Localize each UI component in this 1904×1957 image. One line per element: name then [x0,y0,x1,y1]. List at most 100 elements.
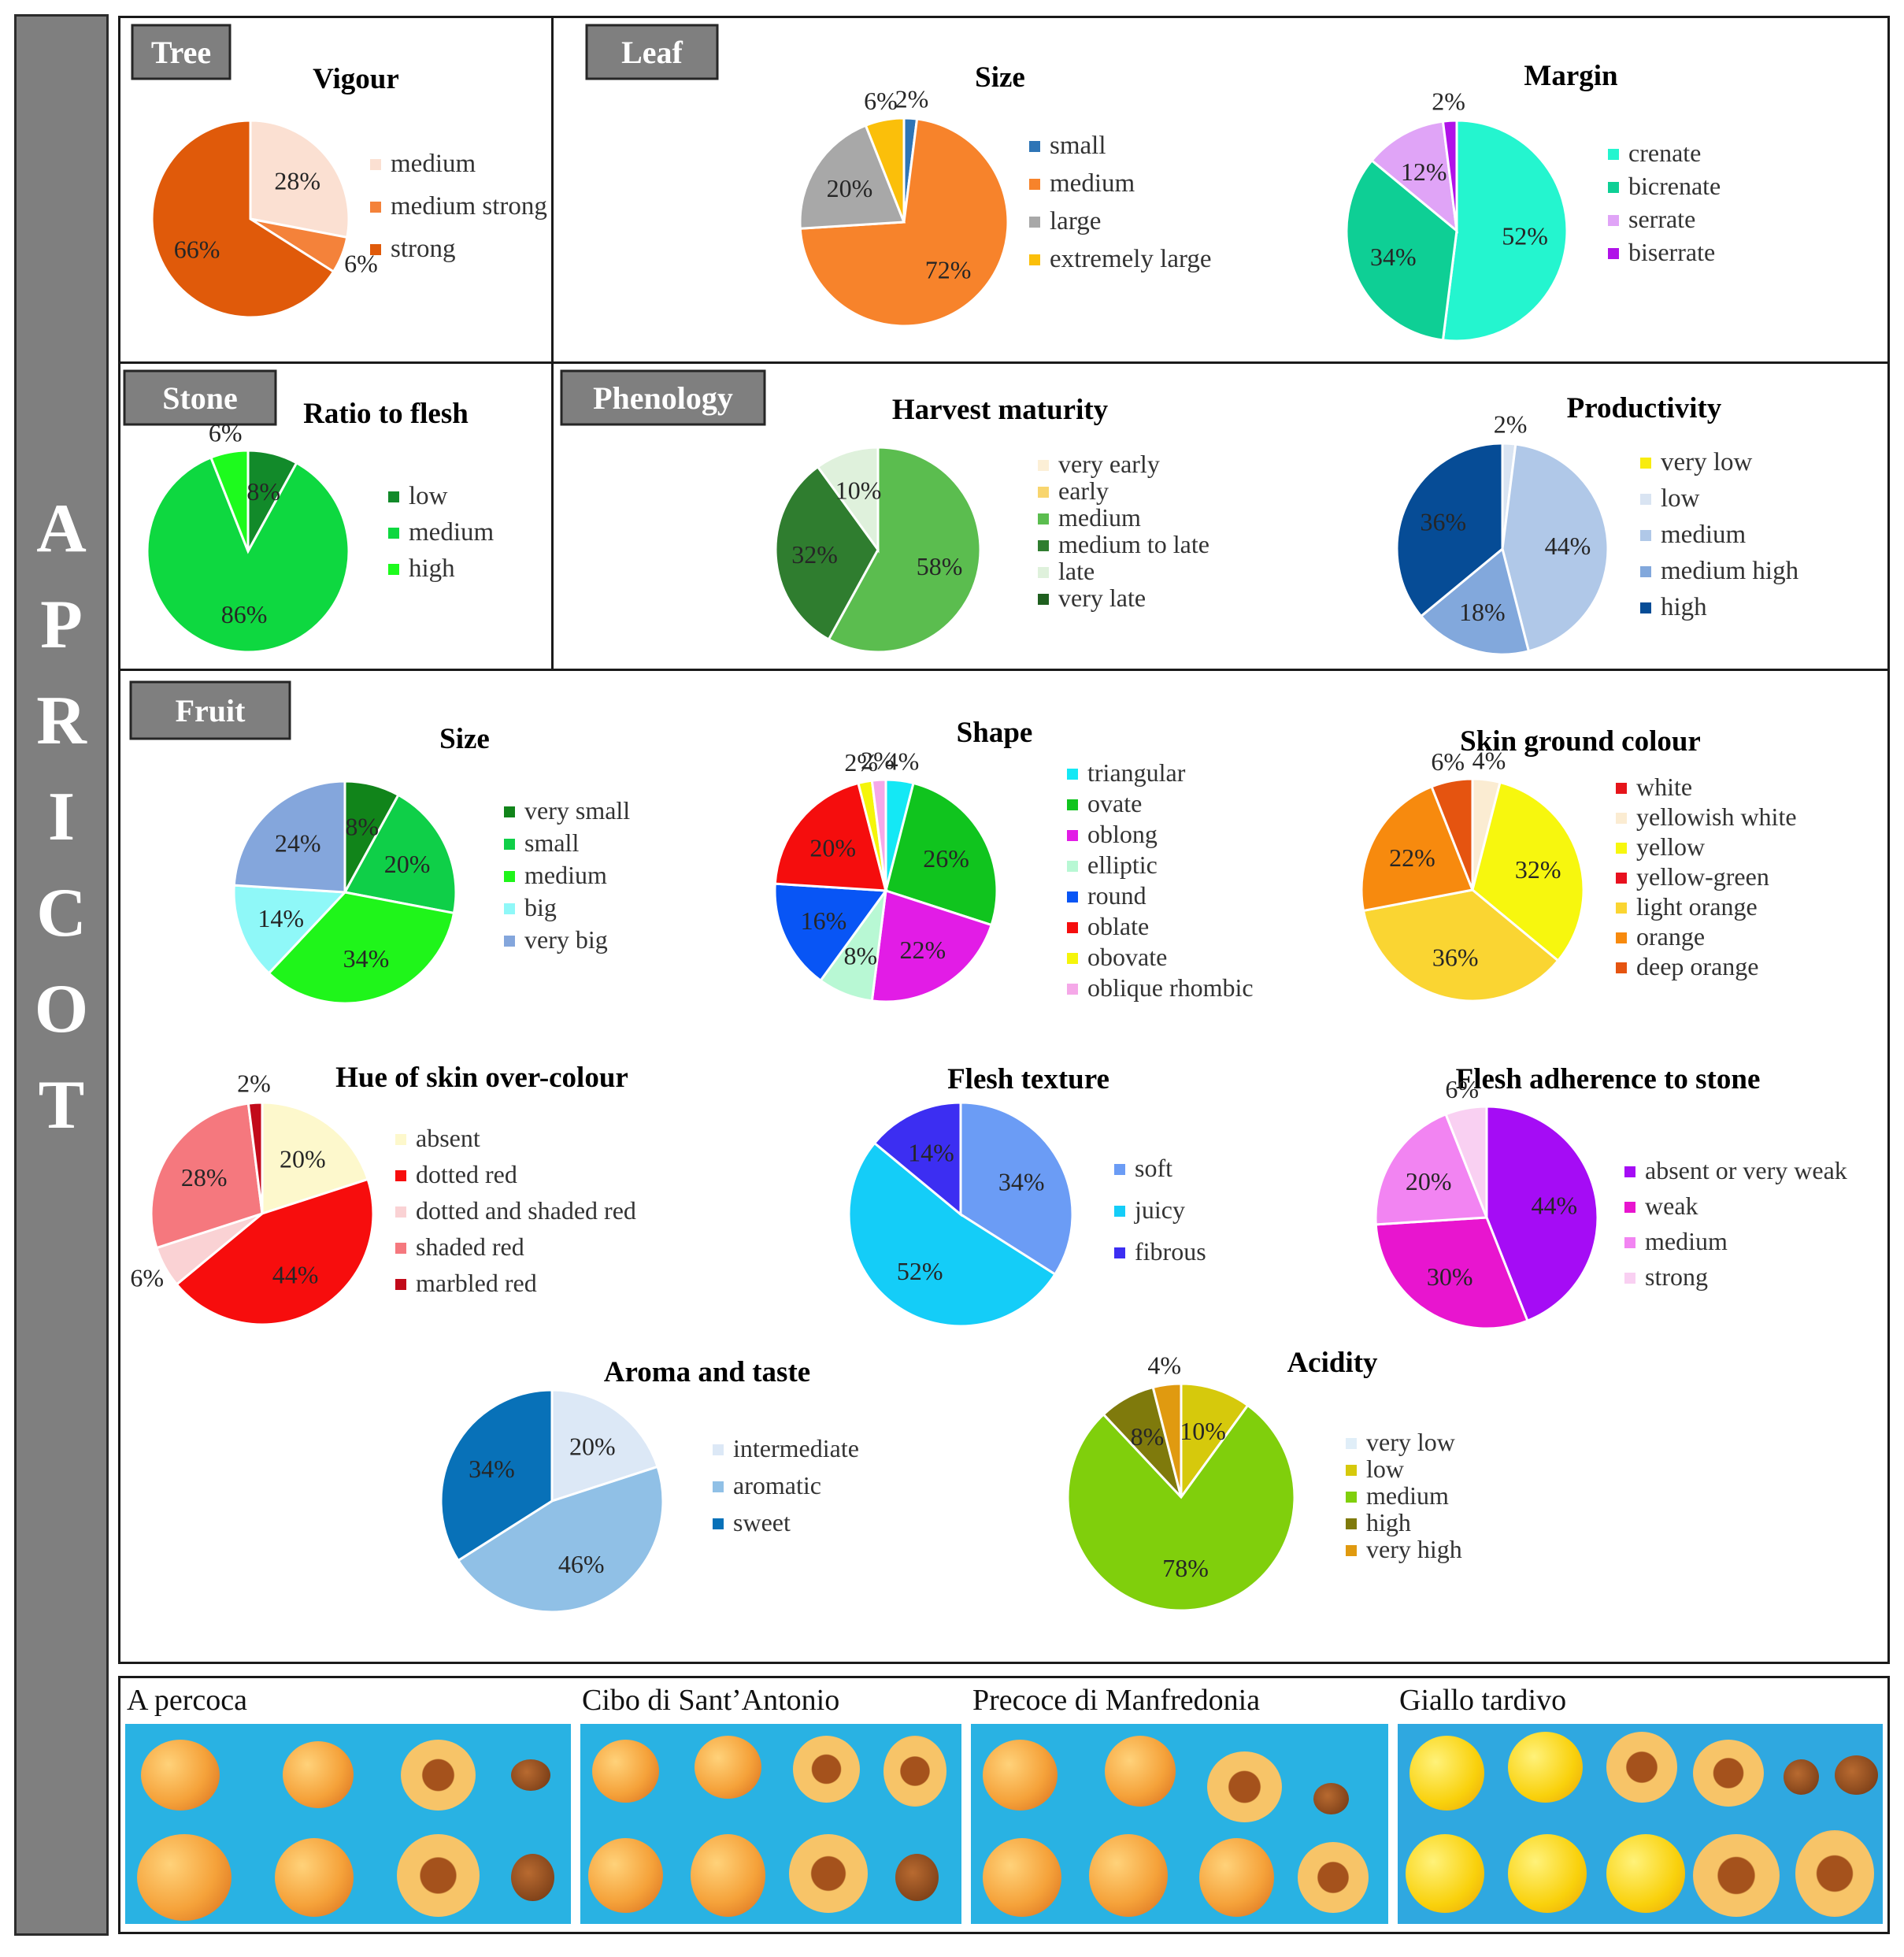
adherence-slice-weak [1374,1216,1529,1330]
shape-data-label: 2% [861,746,895,774]
leaf_size-legend-swatch [1029,254,1040,265]
flesh_texture-data-label: 34% [998,1168,1045,1196]
adherence-legend-swatch [1624,1166,1635,1177]
cultivar-photo [1398,1724,1883,1924]
title-letter: R [36,683,87,759]
aroma-legend-label: aromatic [733,1471,821,1499]
aroma-data-label: 46% [558,1550,605,1578]
fruit_size-title: Size [439,723,490,755]
leaf_margin-legend-label: bicrenate [1628,172,1721,200]
productivity-legend-label: medium [1661,521,1746,549]
cultivar-name: Cibo di Sant’Antonio [582,1684,840,1717]
hue_over-slice-marbled-red [246,1101,264,1214]
shape-legend-label: ovate [1087,789,1142,817]
aroma-legend-swatch [713,1481,724,1492]
skin_ground-legend-swatch [1616,783,1627,794]
hue_over-slice-absent [261,1101,369,1216]
leaf_size-legend-swatch [1029,141,1040,152]
cultivar-precoce-di-manfredonia: Precoce di Manfredonia [966,1678,1393,1933]
cultivar-name: A percoca [127,1684,247,1717]
shape-slice-ovate [884,781,998,927]
shape-title: Shape [957,717,1033,749]
stone_ratio-legend-swatch [388,528,399,539]
shape-pie [773,778,998,1003]
adherence-slice-absent-or-very-weak [1485,1105,1599,1323]
fruit_size-pie [232,780,457,1005]
stone_ratio-legend-swatch [388,491,399,502]
adherence-data-label: 44% [1532,1192,1578,1220]
vigour-legend-label: medium [391,150,476,178]
leaf_size-legend-label: large [1050,207,1101,235]
adherence-slice-strong [1444,1105,1488,1218]
productivity-pie [1395,442,1610,656]
cultivar-photo [580,1724,961,1924]
productivity-legend-swatch [1640,458,1651,469]
shape-slice-round [773,882,888,983]
harvest-slice-medium [827,446,982,654]
leaf_margin-legend-swatch [1608,149,1619,160]
harvest-legend-label: medium to late [1058,530,1209,558]
skin_ground-data-label: 32% [1515,855,1561,884]
vigour-data-label: 28% [274,167,320,195]
leaf_size-legend-swatch [1029,217,1040,228]
flesh_texture-legend-label: juicy [1134,1195,1185,1224]
leaf_margin-data-label: 52% [1502,221,1548,250]
shape-data-label: 4% [886,747,920,775]
title-letter: I [47,779,76,855]
harvest-legend-swatch [1038,567,1049,578]
adherence-data-label: 30% [1427,1262,1473,1291]
adherence-pie [1374,1105,1599,1330]
leaf_size-slice-extremely-large [864,117,906,223]
shape-legend-label: round [1087,881,1146,910]
leaf_margin-legend-swatch [1608,215,1619,226]
section-header-tree: Tree [151,35,211,70]
fruit_size-legend-swatch [504,839,515,850]
aroma-data-label: 34% [469,1455,515,1483]
leaf_margin-legend-swatch [1608,248,1619,259]
title-letter: A [36,491,87,567]
leaf_margin-slice-bicrenate [1345,158,1458,342]
vigour-title: Vigour [313,63,399,95]
productivity-legend-swatch [1640,566,1651,577]
productivity-slice-medium-high [1419,547,1531,656]
harvest-data-label: 32% [791,540,838,569]
acidity-slice-low [1180,1382,1250,1501]
flesh_texture-data-label: 14% [908,1138,954,1166]
hue_over-title: Hue of skin over-colour [335,1062,628,1094]
shape-data-label: 26% [923,844,969,873]
skin_ground-legend-swatch [1616,903,1627,914]
harvest-legend-label: late [1058,557,1095,585]
fruit_size-legend-swatch [504,806,515,817]
flesh_texture-slice-juicy [847,1141,1057,1328]
skin_ground-slice-yellow [1471,780,1585,962]
flesh_texture-legend-label: fibrous [1135,1237,1206,1266]
fruit_size-data-label: 8% [345,812,379,840]
acidity-pie [1066,1382,1296,1612]
fruit_size-data-label: 34% [343,944,390,973]
stone_ratio-data-label: 8% [246,477,280,506]
acidity-legend-label: very low [1366,1428,1455,1456]
leaf_size-legend-label: small [1050,132,1106,160]
shape-legend-swatch [1067,769,1078,780]
hue_over-legend-label: marbled red [416,1269,537,1297]
fruit_size-legend-swatch [504,871,515,882]
vigour-legend-label: medium strong [391,192,547,221]
shape-legend-label: triangular [1087,758,1186,787]
vigour-data-label: 66% [174,235,220,263]
section-header-box [131,24,232,80]
fruit_size-data-label: 14% [257,904,304,932]
shape-data-label: 22% [900,936,946,964]
adherence-data-label: 6% [1445,1075,1479,1103]
fruit_size-legend-label: big [524,893,557,921]
title-letter: O [34,971,89,1047]
leaf_size-legend-label: medium [1050,169,1135,198]
flesh_texture-title: Flesh texture [947,1063,1109,1095]
leaf_margin-pie [1345,119,1569,343]
productivity-title: Productivity [1567,392,1722,424]
harvest-legend-swatch [1038,460,1049,471]
vigour-slice-medium [249,119,350,239]
leaf_margin-legend-label: crenate [1628,139,1701,167]
skin_ground-data-label: 36% [1432,943,1479,972]
leaf_margin-slice-serrate [1370,120,1458,234]
shape-data-label: 16% [801,906,847,935]
